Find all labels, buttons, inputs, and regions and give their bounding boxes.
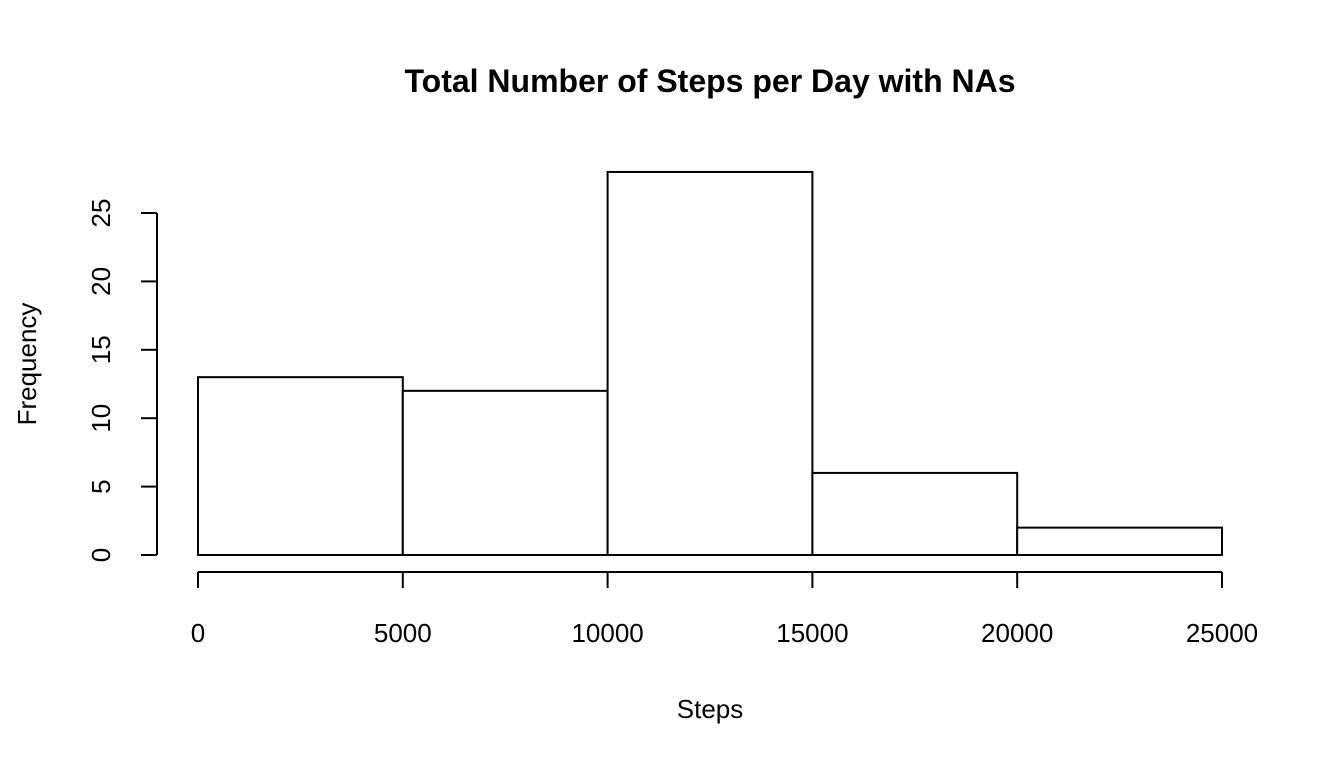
y-axis: 0 5 10 15 20 25 <box>86 199 158 562</box>
y-tick-label: 15 <box>86 335 116 364</box>
y-tick-label: 5 <box>86 479 116 493</box>
y-tick-label: 0 <box>86 548 116 562</box>
x-tick-label: 15000 <box>776 618 848 648</box>
bars-group <box>197 170 1224 557</box>
histogram-bar <box>811 471 1019 557</box>
histogram-bar <box>606 170 814 557</box>
y-tick-label: 10 <box>86 404 116 433</box>
y-tick-label: 25 <box>86 199 116 228</box>
histogram-bar <box>401 389 609 556</box>
x-axis-label: Steps <box>677 694 744 724</box>
chart-title: Total Number of Steps per Day with NAs <box>404 63 1015 99</box>
x-tick-label: 5000 <box>374 618 432 648</box>
histogram-bar <box>1016 526 1224 557</box>
x-tick-label: 20000 <box>981 618 1053 648</box>
y-axis-label: Frequency <box>12 303 42 426</box>
x-axis: 0 5000 10000 15000 20000 25000 <box>191 571 1258 648</box>
y-tick-label: 20 <box>86 267 116 296</box>
x-tick-label: 25000 <box>1186 618 1258 648</box>
x-tick-label: 10000 <box>571 618 643 648</box>
x-tick-label: 0 <box>191 618 205 648</box>
histogram-bar <box>197 376 404 556</box>
